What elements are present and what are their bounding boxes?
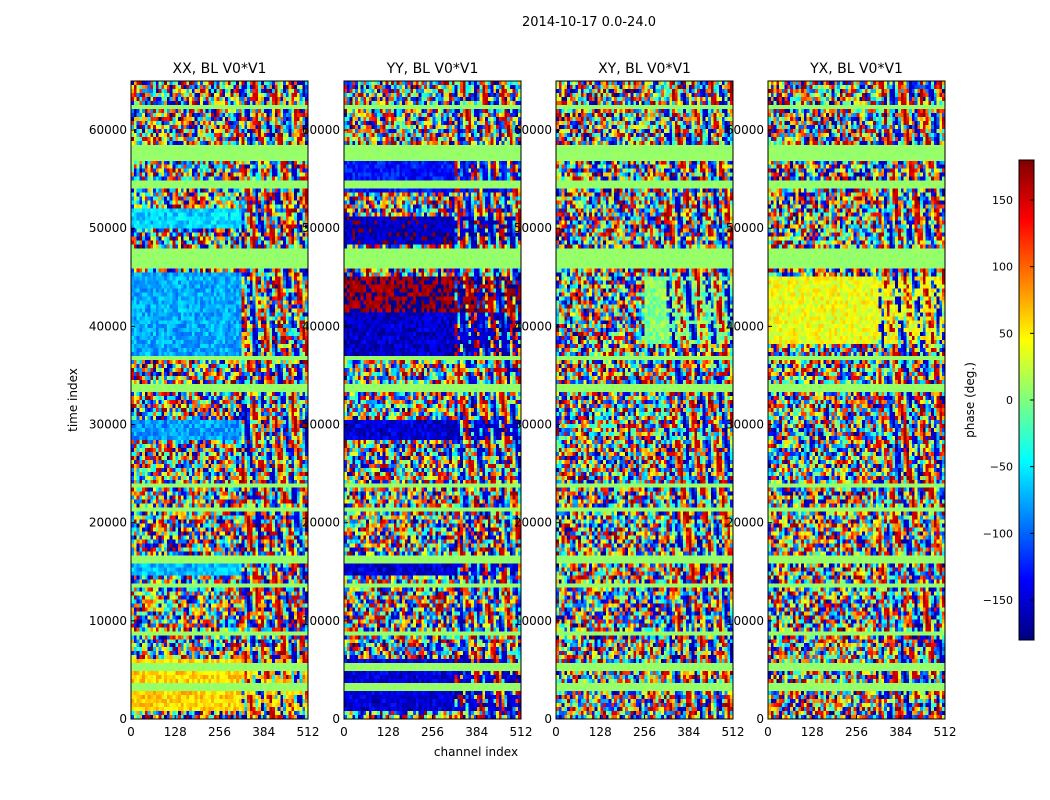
panel-3: XY, BL V0*V1 0 128 256 384 512 0 10000 20000 3000… xyxy=(514,61,745,739)
y-tick-label: 0 xyxy=(544,712,552,726)
x-tick-label: 256 xyxy=(208,725,231,739)
y-tick-label: 50000 xyxy=(514,221,552,235)
y-tick-label: 40000 xyxy=(726,319,764,333)
x-tick-label: 384 xyxy=(465,725,488,739)
y-tick-label: 0 xyxy=(119,712,127,726)
x-tick-label: 512 xyxy=(934,725,957,739)
y-tick-label: 50000 xyxy=(302,221,340,235)
y-tick-label: 30000 xyxy=(89,418,127,432)
panel-title: XY, BL V0*V1 xyxy=(598,61,691,77)
colorbar: −150 −100 −50 0 50 100 150 phase (deg.) xyxy=(963,159,1035,641)
y-tick-label: 40000 xyxy=(514,319,552,333)
panel-heatmap xyxy=(768,81,945,719)
colorbar-tick-label: −100 xyxy=(983,527,1013,540)
colorbar-label: phase (deg.) xyxy=(963,362,977,438)
y-tick-label: 0 xyxy=(756,712,764,726)
x-tick-label: 0 xyxy=(552,725,560,739)
panel-4: YX, BL V0*V1 0 128 256 384 512 0 10000 20000 3000… xyxy=(726,61,957,739)
figure-suptitle: 2014-10-17 0.0-24.0 xyxy=(522,15,656,30)
x-axis-label: channel index xyxy=(434,745,518,759)
colorbar-tick-label: 50 xyxy=(999,327,1013,340)
panel-title: XX, BL V0*V1 xyxy=(173,61,267,77)
panel-1: XX, BL V0*V1 0 128 256 384 512 0 10000 20000 3000… xyxy=(89,61,320,739)
panel-heatmap xyxy=(344,81,521,719)
y-tick-label: 60000 xyxy=(514,123,552,137)
x-tick-label: 384 xyxy=(252,725,275,739)
y-tick-label: 30000 xyxy=(302,418,340,432)
y-tick-label: 10000 xyxy=(89,614,127,628)
panel-title: YX, BL V0*V1 xyxy=(809,61,903,77)
colorbar-tick-label: 100 xyxy=(992,261,1013,274)
panel-title: YY, BL V0*V1 xyxy=(386,61,479,77)
y-tick-label: 40000 xyxy=(89,319,127,333)
colorbar-tick-label: 150 xyxy=(992,194,1013,207)
y-tick-label: 40000 xyxy=(302,319,340,333)
y-tick-label: 60000 xyxy=(89,123,127,137)
y-tick-label: 60000 xyxy=(302,123,340,137)
colorbar-ticks: −150 −100 −50 0 50 100 150 xyxy=(983,194,1034,607)
panels: XX, BL V0*V1 0 128 256 384 512 0 10000 20000 3000… xyxy=(89,61,957,739)
x-tick-label: 128 xyxy=(801,725,824,739)
x-tick-label: 512 xyxy=(510,725,533,739)
x-tick-label: 512 xyxy=(722,725,745,739)
x-tick-label: 256 xyxy=(421,725,444,739)
y-tick-label: 20000 xyxy=(89,516,127,530)
y-tick-label: 20000 xyxy=(514,516,552,530)
x-tick-label: 512 xyxy=(297,725,320,739)
colorbar-tick-label: −150 xyxy=(983,594,1013,607)
x-tick-label: 384 xyxy=(889,725,912,739)
y-tick-label: 20000 xyxy=(726,516,764,530)
colorbar-tick-label: −50 xyxy=(990,461,1013,474)
y-tick-label: 30000 xyxy=(514,418,552,432)
x-tick-label: 0 xyxy=(127,725,135,739)
colorbar-tick-label: 0 xyxy=(1006,394,1013,407)
y-tick-label: 0 xyxy=(332,712,340,726)
y-tick-label: 10000 xyxy=(302,614,340,628)
panel-heatmap xyxy=(556,81,733,719)
y-axis-label: time index xyxy=(66,368,80,432)
x-tick-label: 256 xyxy=(633,725,656,739)
y-tick-label: 30000 xyxy=(726,418,764,432)
colorbar-gradient xyxy=(1019,160,1034,640)
panel-heatmap xyxy=(131,81,308,719)
x-tick-label: 384 xyxy=(677,725,700,739)
x-tick-label: 128 xyxy=(377,725,400,739)
y-tick-label: 10000 xyxy=(514,614,552,628)
panel-2: YY, BL V0*V1 0 128 256 384 512 0 10000 20000 3000… xyxy=(302,61,533,739)
y-tick-label: 20000 xyxy=(302,516,340,530)
x-tick-label: 128 xyxy=(589,725,612,739)
y-tick-label: 50000 xyxy=(726,221,764,235)
y-tick-label: 50000 xyxy=(89,221,127,235)
x-tick-label: 0 xyxy=(340,725,348,739)
x-tick-label: 128 xyxy=(164,725,187,739)
y-tick-label: 60000 xyxy=(726,123,764,137)
x-tick-label: 0 xyxy=(764,725,772,739)
x-tick-label: 256 xyxy=(845,725,868,739)
y-tick-label: 10000 xyxy=(726,614,764,628)
